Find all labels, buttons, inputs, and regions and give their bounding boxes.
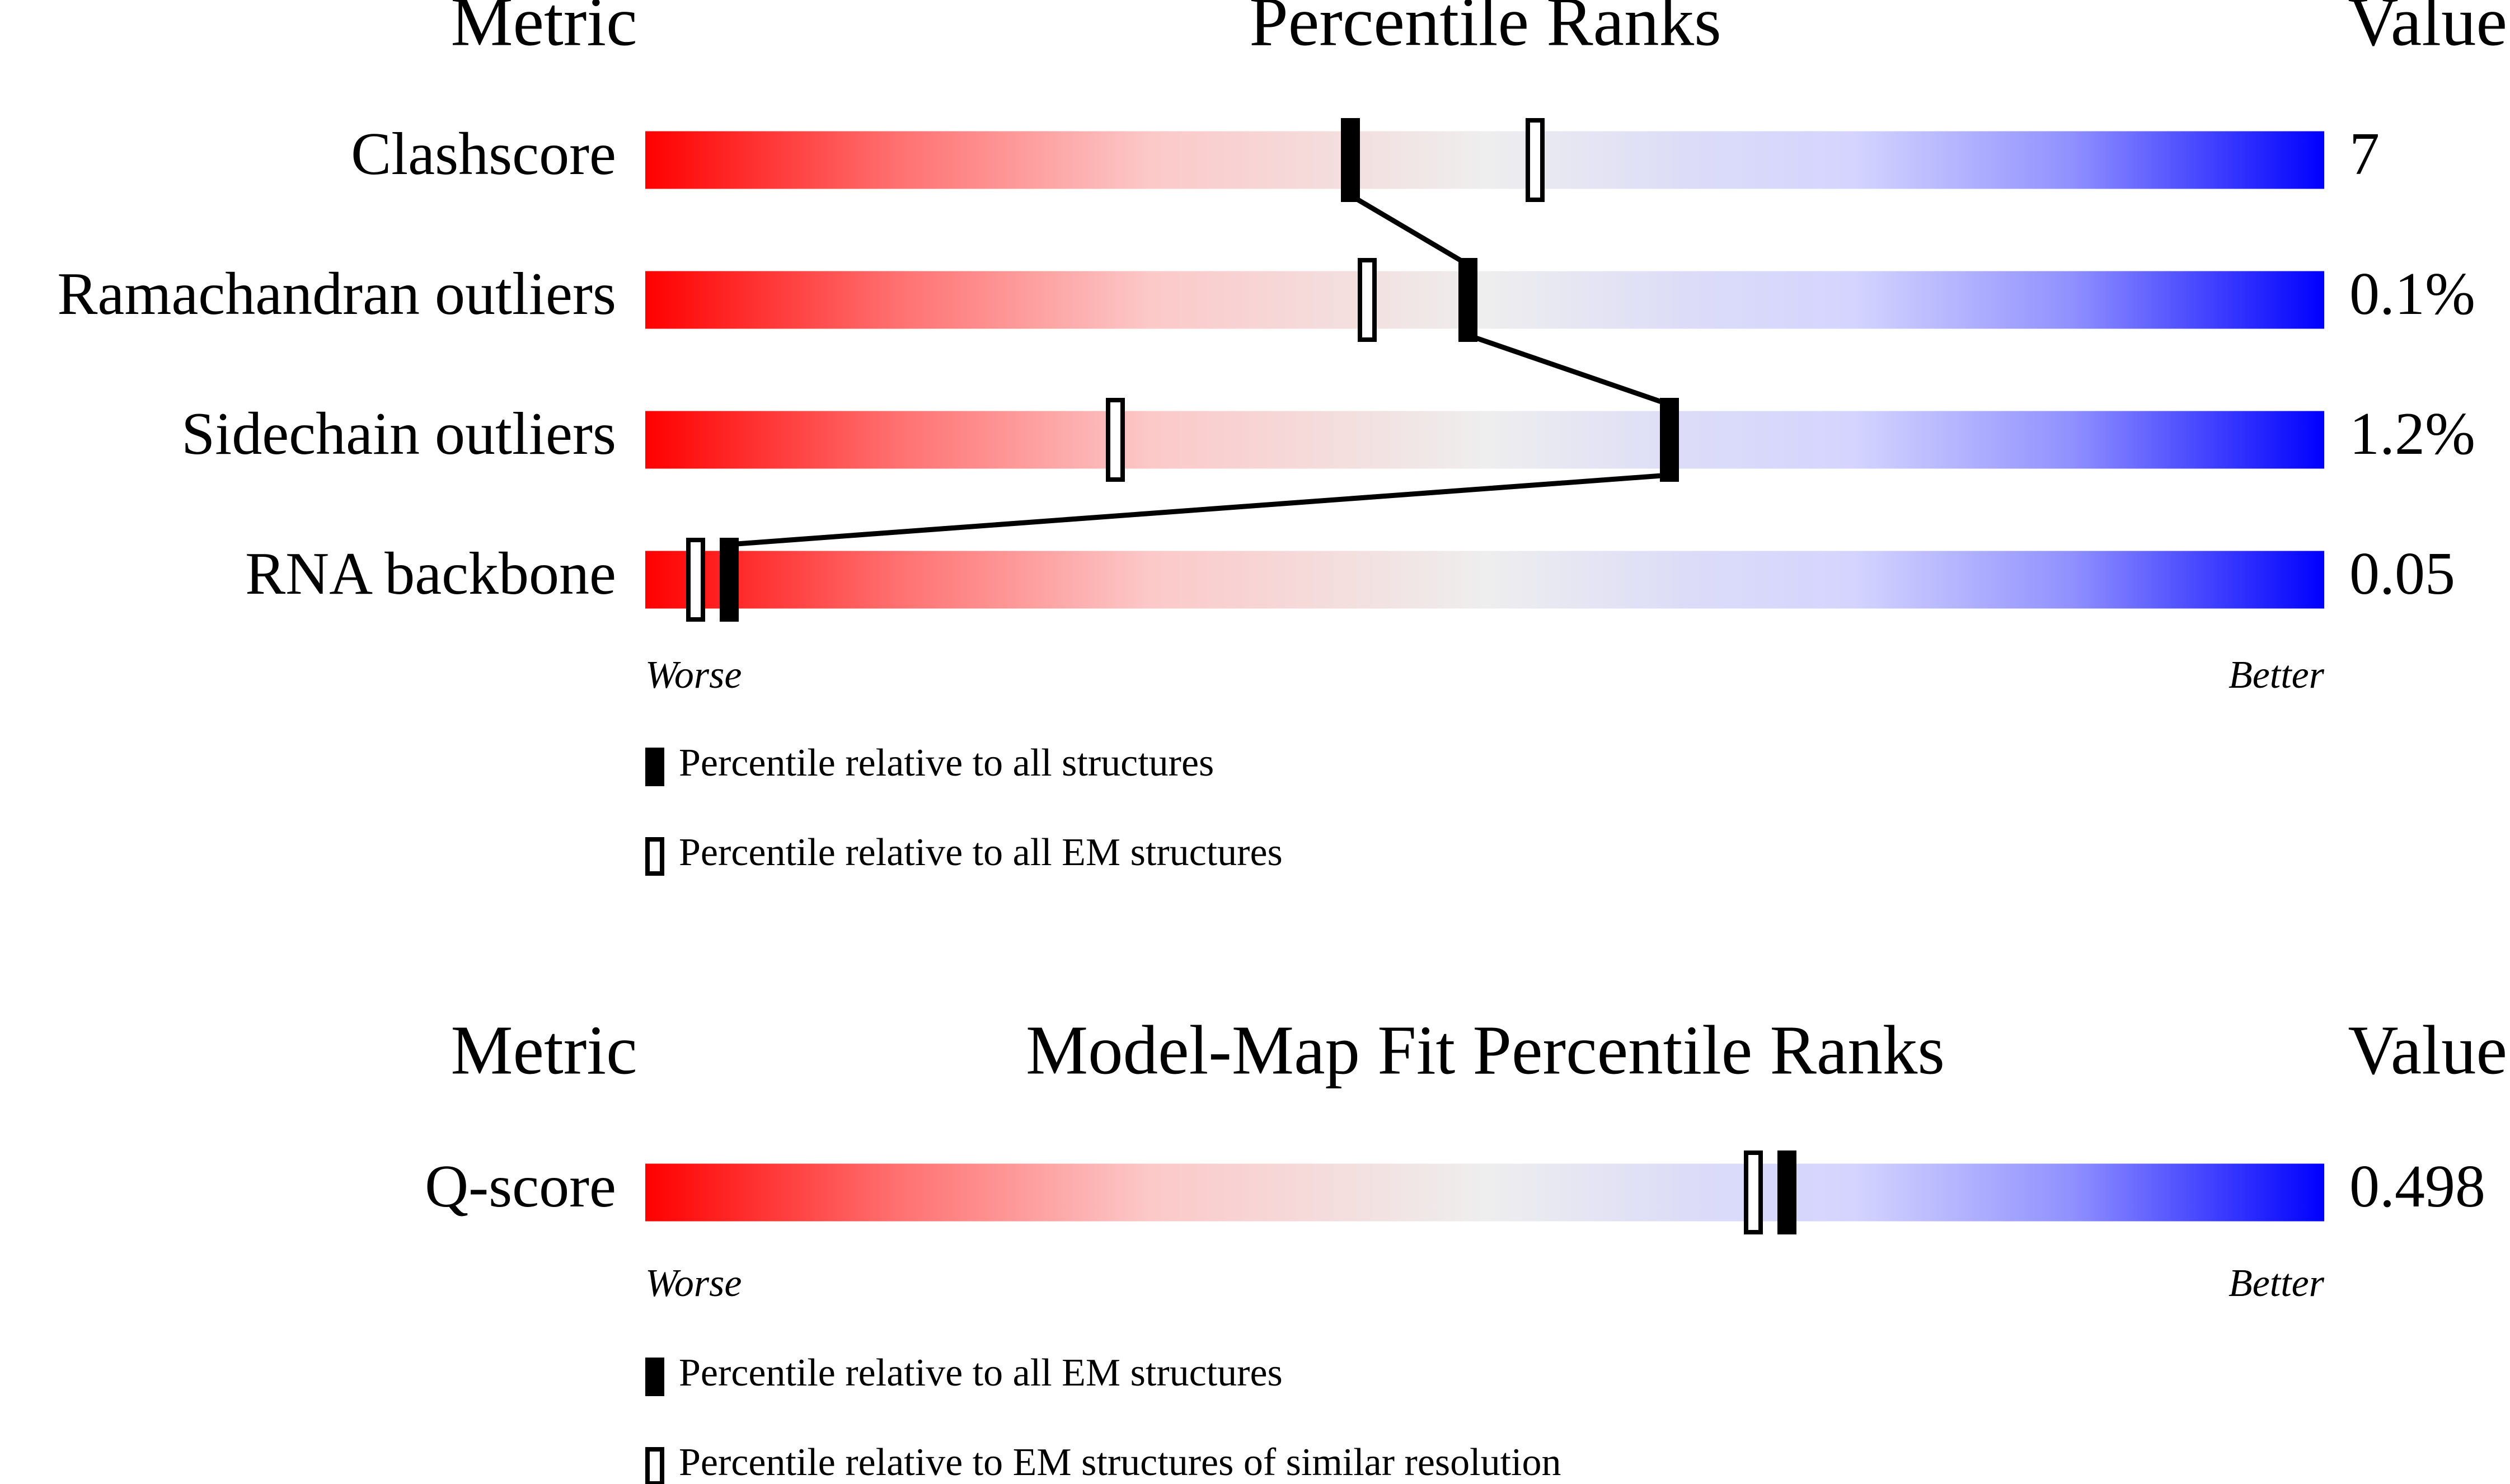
metric-value: 7 (2349, 121, 2380, 187)
metric-value: 0.05 (2349, 541, 2455, 607)
slider-bar (645, 271, 2324, 329)
slider-bar (645, 551, 2324, 609)
connector (729, 472, 1670, 547)
metric-name: Q-score (425, 1153, 616, 1220)
legend-label: Percentile relative to EM structures of … (679, 1441, 1561, 1484)
em-percentile-marker (1106, 398, 1125, 482)
panel-title: Model-Map Fit Percentile Ranks (1026, 1012, 1945, 1089)
worse-label: Worse (645, 1262, 742, 1305)
legend-label: Percentile relative to all EM structures (679, 831, 1283, 874)
metric-value: 0.498 (2349, 1153, 2485, 1220)
legend-label: Percentile relative to all structures (679, 741, 1214, 785)
metric-name: Clashscore (351, 121, 616, 187)
legend-swatch (645, 837, 664, 876)
percentile-marker (720, 538, 739, 622)
percentile-marker (1660, 398, 1679, 482)
connector (1467, 332, 1671, 407)
metric-header: Metric (451, 1012, 637, 1089)
slider-bar (645, 131, 2324, 189)
value-header: Value (2348, 0, 2507, 61)
metric-header: Metric (451, 0, 637, 61)
slider-bar (645, 411, 2324, 469)
metric-name: Sidechain outliers (181, 401, 616, 467)
em-percentile-marker (1526, 118, 1545, 202)
better-label: Better (2228, 654, 2325, 697)
panel-title: Percentile Ranks (1249, 0, 1721, 61)
legend-swatch (645, 1447, 664, 1484)
metric-value: 1.2% (2349, 401, 2475, 467)
value-header: Value (2348, 1012, 2507, 1089)
percentile-marker (1777, 1150, 1796, 1234)
connector (1349, 193, 1470, 267)
percentile-marker (1341, 118, 1360, 202)
slider-bar (645, 1163, 2324, 1222)
em-percentile-marker (1358, 258, 1377, 342)
better-label: Better (2228, 1262, 2325, 1305)
metric-value: 0.1% (2349, 261, 2475, 327)
metric-name: Ramachandran outliers (57, 261, 616, 327)
legend-swatch (645, 1358, 664, 1396)
worse-label: Worse (645, 654, 742, 697)
legend-swatch (645, 748, 664, 786)
metric-name: RNA backbone (245, 541, 616, 607)
em-percentile-marker (1744, 1150, 1763, 1234)
legend-label: Percentile relative to all EM structures (679, 1351, 1283, 1394)
percentile-marker (1458, 258, 1477, 342)
em-percentile-marker (686, 538, 705, 622)
